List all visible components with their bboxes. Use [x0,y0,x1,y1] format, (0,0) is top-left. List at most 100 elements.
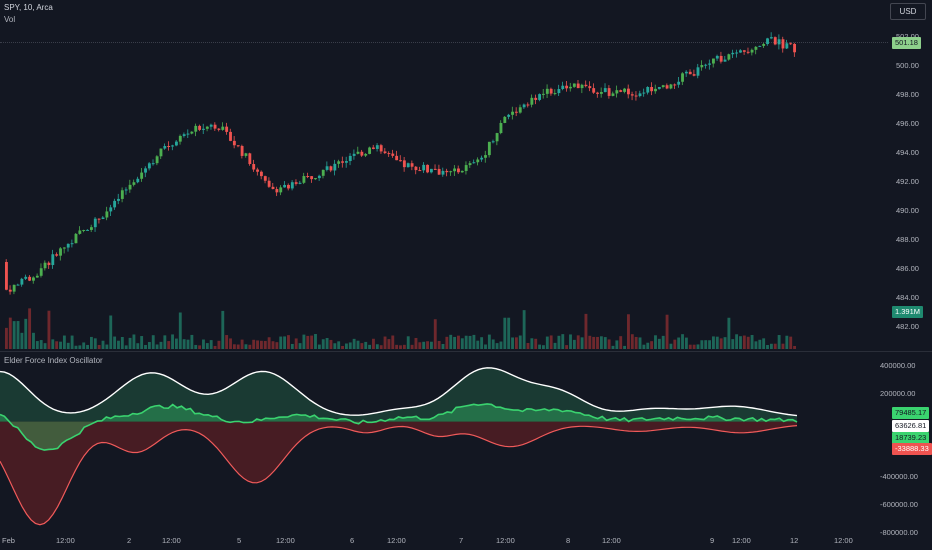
volume-bar [746,336,750,349]
volume-bar [704,340,708,349]
candle-body [623,88,627,92]
volume-bar [429,341,433,349]
indicator-title[interactable]: Elder Force Index Oscillator [4,356,103,365]
volume-bar [712,336,715,349]
candle-body [271,186,275,190]
volume-bar [410,344,414,349]
candle-body [356,151,360,154]
volume-bar [715,336,719,349]
volume-bar [217,340,221,349]
candle-body [229,131,232,141]
volume-bar [487,334,491,349]
candle-body [59,248,62,256]
time-tick: 12:00 [834,536,853,545]
volume-legend[interactable]: Vol [4,15,16,24]
volume-bar [499,341,503,349]
candle-body [599,92,603,94]
candle-body [534,97,538,100]
candle-body [78,230,82,234]
time-tick: 5 [237,536,242,545]
candle-body [681,73,684,82]
volume-bar [263,340,267,349]
volume-bar [688,344,692,349]
volume-bar [113,336,117,349]
volume-bar [696,344,700,349]
volume-bar [630,334,634,349]
candle-body [422,164,426,171]
volume-bar [661,335,665,349]
volume-bar [28,308,32,349]
time-tick: 6 [350,536,355,545]
oscillator-value-tag: 63626.81 [892,420,930,432]
candle-body [433,168,437,170]
candle-body [692,74,696,76]
candle-body [487,141,491,156]
volume-bar [572,339,576,349]
candle-body [611,93,615,96]
volume-bar [205,343,209,349]
volume-bar [762,338,766,349]
candle-body [472,162,476,164]
candle-body [337,161,341,164]
volume-bar [619,336,623,349]
candle-body [163,146,167,149]
price-tick: 494.00 [896,147,919,157]
candle-body [669,84,673,89]
candle-body [263,176,267,181]
candle-body [785,43,789,49]
volume-bar [5,327,8,349]
candle-body [47,262,51,266]
price-tick: 488.00 [896,235,919,245]
candle-body [248,153,252,165]
volume-bar [727,317,731,349]
volume-bar [78,345,82,349]
volume-bar [387,339,391,349]
candle-body [561,85,565,90]
volume-bar [402,344,406,349]
volume-bar [754,341,758,349]
candle-body [445,170,449,173]
upper-fill [0,367,797,422]
volume-bar [700,340,704,349]
volume-bar [503,317,507,349]
volume-bar [549,335,553,349]
currency-button[interactable]: USD [890,3,926,20]
volume-bar [468,335,472,349]
symbol-title[interactable]: SPY, 10, Arca [4,3,53,12]
volume-bar [580,337,584,349]
volume-bar [445,336,449,349]
candle-body [715,55,719,59]
volume-bar [229,338,232,349]
upper-band-line [0,367,798,417]
volume-bar [576,335,580,349]
candle-body [557,89,561,94]
volume-bar [132,334,136,349]
candle-body [244,153,248,156]
volume-bar [47,310,51,349]
lower-band-line [0,425,798,526]
candle-body [221,126,225,130]
volume-bar [244,344,248,349]
candle-body [661,85,665,88]
candle-body [526,104,530,106]
candle-body [545,88,549,94]
volume-bar [781,343,785,349]
candle-body [522,104,526,108]
candle-body [66,243,70,248]
candle-body [684,71,688,74]
volume-bar [542,345,545,349]
price-tick: 482.00 [896,322,919,332]
candle-body [140,172,144,179]
candle-body [731,52,735,55]
volume-bar [8,317,12,349]
candle-body [35,275,39,278]
pane-divider[interactable] [0,351,932,352]
candle-body [727,54,731,60]
candle-body [518,107,522,113]
volume-bar [190,334,194,349]
candle-body [97,218,101,220]
volume-bar [144,344,147,349]
candle-body [32,277,35,281]
candle-body [105,211,109,218]
